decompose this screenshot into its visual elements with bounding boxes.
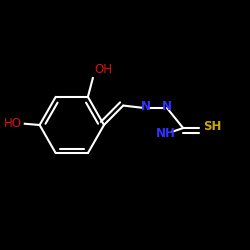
Text: N: N (140, 100, 150, 112)
Text: SH: SH (203, 120, 221, 133)
Text: NH: NH (156, 126, 176, 140)
Text: N: N (162, 100, 172, 112)
Text: OH: OH (94, 62, 112, 76)
Text: HO: HO (4, 117, 22, 130)
